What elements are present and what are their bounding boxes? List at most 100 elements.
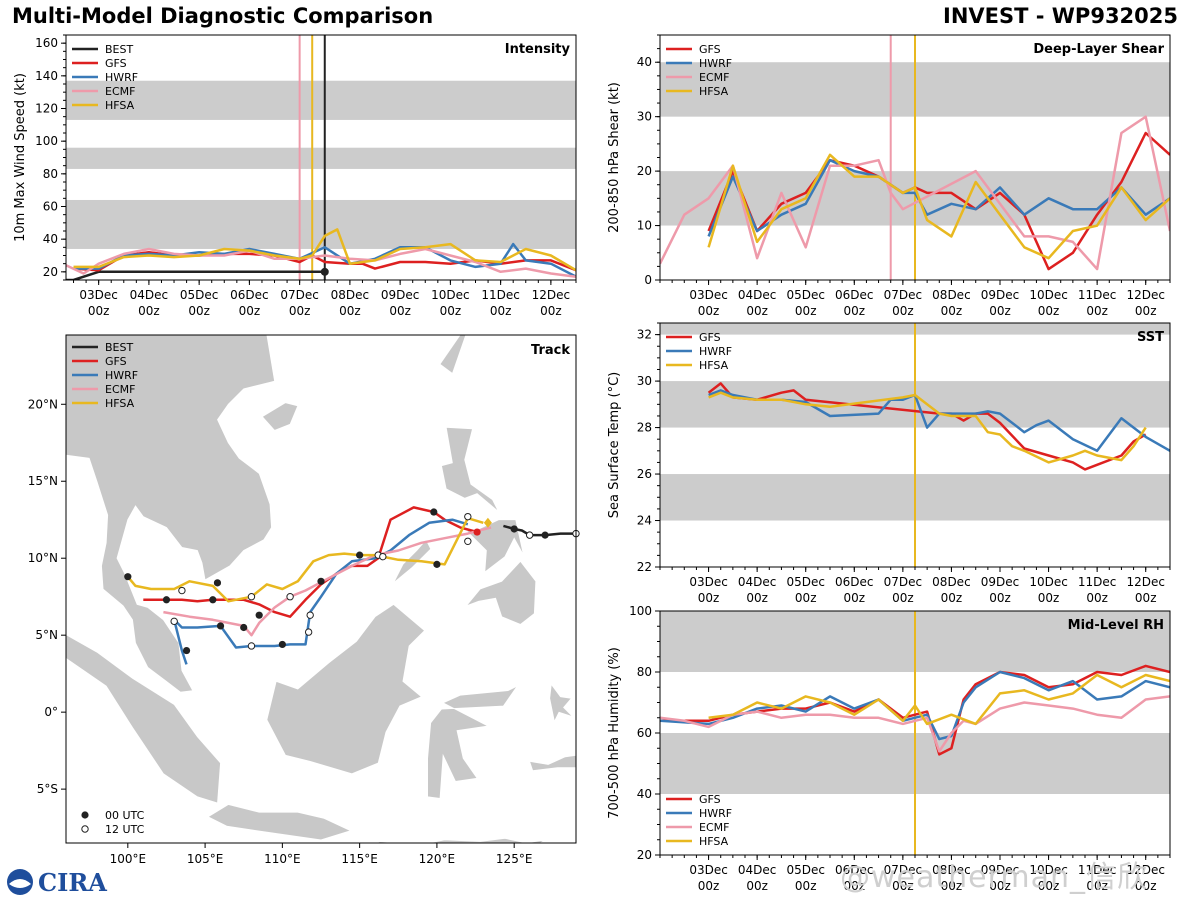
sst-ytick-label: 30 xyxy=(637,374,652,388)
shear-ytick-label: 20 xyxy=(637,164,652,178)
intensity-legend-label-hfsa: HFSA xyxy=(105,99,135,112)
shear-series-hfsa xyxy=(707,153,1170,260)
track-marker-00utc xyxy=(430,508,438,516)
rh-ytick-label: 100 xyxy=(629,604,652,618)
track-marker-00utc xyxy=(213,579,222,587)
track-title: Track xyxy=(531,343,570,358)
rh-xtick-label: 06Dec xyxy=(835,863,874,877)
shear-xtick-sublabel: 00z xyxy=(795,304,817,318)
track-marker-00utc xyxy=(240,623,248,632)
track-legend-label-utc: 12 UTC xyxy=(105,823,145,836)
sulawesi-island xyxy=(427,685,518,799)
rh-xtick-sublabel: 00z xyxy=(843,879,865,893)
intensity-xtick-sublabel: 00z xyxy=(188,304,210,318)
track-hwrf xyxy=(172,518,469,665)
shear-ytick-label: 0 xyxy=(644,273,652,287)
mainland-asia xyxy=(66,335,276,693)
track-marker-12utc xyxy=(286,592,294,601)
shear-series-ecmf xyxy=(660,115,1170,271)
shear-xtick-sublabel: 00z xyxy=(843,304,865,318)
track-legend-label-hwrf: HWRF xyxy=(105,369,138,382)
sst-xtick-sublabel: 00z xyxy=(1038,591,1060,605)
sst-ytick-label: 24 xyxy=(637,514,652,528)
intensity-band-2 xyxy=(66,80,576,120)
sst-ytick-label: 32 xyxy=(637,328,652,342)
intensity-xtick-label: 11Dec xyxy=(481,288,520,302)
sst-xtick-sublabel: 00z xyxy=(746,591,768,605)
intensity-legend-label-ecmf: ECMF xyxy=(105,85,135,98)
intensity-xtick-sublabel: 00z xyxy=(239,304,261,318)
sst-legend-label-gfs: GFS xyxy=(699,331,721,344)
shear-xtick-sublabel: 00z xyxy=(941,304,963,318)
rh-ytick-label: 40 xyxy=(637,787,652,801)
rh-xtick-sublabel: 00z xyxy=(941,879,963,893)
track-marker-12utc xyxy=(464,537,472,545)
shear-legend-label-ecmf: ECMF xyxy=(699,71,729,84)
track-marker-12utc xyxy=(525,531,534,539)
shear-panel: 0 10 20 30 40 03Dec 00z 04Dec 00z 05Dec 00z 06Dec 00… xyxy=(607,34,1171,318)
track-marker-00utc xyxy=(510,525,518,533)
intensity-xtick-label: 04Dec xyxy=(130,288,169,302)
track-ytick-label: 5°S xyxy=(37,782,58,796)
shear-legend-label-hfsa: HFSA xyxy=(699,85,729,98)
track-legend-label-utc: 00 UTC xyxy=(105,809,145,822)
intensity-xtick-sublabel: 00z xyxy=(339,304,361,318)
shear-legend-label-gfs: GFS xyxy=(699,43,721,56)
shear-xtick-sublabel: 00z xyxy=(746,304,768,318)
intensity-title: Intensity xyxy=(505,42,571,57)
intensity-xtick-label: 08Dec xyxy=(331,288,370,302)
borneo-island xyxy=(266,603,426,775)
shear-ylabel: 200-850 hPa Shear (kt) xyxy=(607,82,622,233)
shear-xtick-sublabel: 00z xyxy=(892,304,914,318)
mindanao-island xyxy=(465,560,537,625)
rh-xtick-sublabel: 00z xyxy=(892,879,914,893)
shear-xtick-label: 04Dec xyxy=(738,288,777,302)
track-hfsa xyxy=(126,516,484,603)
rh-xtick-sublabel: 00z xyxy=(1038,879,1060,893)
track-marker-00utc xyxy=(216,622,225,630)
shear-ytick-label: 10 xyxy=(637,219,652,233)
track-ytick-label: 5°N xyxy=(35,628,58,642)
rh-legend-label-hfsa: HFSA xyxy=(699,835,729,848)
shear-xtick-label: 05Dec xyxy=(786,288,825,302)
intensity-ytick-label: 120 xyxy=(35,102,58,116)
rh-xtick-sublabel: 00z xyxy=(795,879,817,893)
intensity-xtick-sublabel: 00z xyxy=(540,304,562,318)
rh-panel: 20 40 60 80 100 03Dec 00z 04Dec 00z 05Dec 00z 06Dec… xyxy=(607,604,1171,893)
track-legend-label-ecmf: ECMF xyxy=(105,383,135,396)
sst-ylabel: Sea Surface Temp (°C) xyxy=(607,372,622,519)
shear-xtick-sublabel: 00z xyxy=(1135,304,1157,318)
sst-xtick-sublabel: 00z xyxy=(1086,591,1108,605)
intensity-xtick-label: 10Dec xyxy=(431,288,470,302)
rh-series-hfsa xyxy=(708,673,1170,726)
intensity-ytick-label: 80 xyxy=(43,167,58,181)
figure-title: Multi-Model Diagnostic Comparison xyxy=(12,4,434,28)
sst-xtick-sublabel: 00z xyxy=(989,591,1011,605)
track-legend-marker-00utc xyxy=(81,811,89,819)
track-marker-00utc xyxy=(433,560,441,568)
rh-xtick-label: 12Dec xyxy=(1126,863,1165,877)
track-legend-label-hfsa: HFSA xyxy=(105,397,135,410)
intensity-xtick-sublabel: 00z xyxy=(289,304,311,318)
intensity-series-hfsa xyxy=(73,228,576,272)
track-marker-00utc xyxy=(541,531,549,539)
track-marker-12utc xyxy=(379,552,387,561)
track-marker-12utc xyxy=(464,512,472,521)
intensity-xtick-sublabel: 00z xyxy=(138,304,160,318)
rh-legend-label-gfs: GFS xyxy=(699,793,721,806)
rh-series-gfs xyxy=(660,664,1170,756)
rh-ytick-label: 80 xyxy=(637,665,652,679)
rh-xtick-label: 09Dec xyxy=(981,863,1020,877)
track-ytick-label: 10°N xyxy=(28,551,58,565)
rh-xtick-label: 04Dec xyxy=(738,863,777,877)
hainan-island xyxy=(261,402,299,431)
sst-xtick-label: 08Dec xyxy=(932,575,971,589)
rh-xtick-label: 10Dec xyxy=(1029,863,1068,877)
track-legend-label-best: BEST xyxy=(105,341,133,354)
sst-xtick-sublabel: 00z xyxy=(941,591,963,605)
track-xtick-label: 115°E xyxy=(341,852,378,866)
rh-xtick-sublabel: 00z xyxy=(1135,879,1157,893)
sst-panel: 22 24 26 28 30 32 03Dec 00z 04Dec 00z 05Dec 00z 06De… xyxy=(607,322,1171,605)
track-xtick-label: 100°E xyxy=(110,852,147,866)
rh-ytick-label: 60 xyxy=(637,726,652,740)
